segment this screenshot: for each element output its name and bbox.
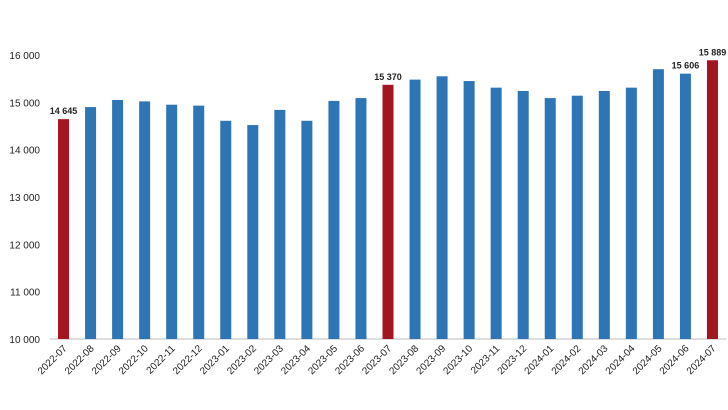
bar [247, 125, 259, 339]
bar [544, 98, 556, 339]
value-label: 15 606 [672, 61, 700, 71]
bar [166, 104, 178, 339]
bar [139, 101, 151, 340]
bar [355, 98, 367, 339]
bar [517, 90, 529, 340]
bar [652, 69, 664, 339]
y-tick-label: 13 000 [9, 193, 40, 204]
y-tick-label: 10 000 [9, 335, 40, 346]
bar [463, 81, 475, 340]
bar [220, 120, 232, 339]
bar [436, 76, 448, 340]
value-label: 14 645 [50, 106, 78, 116]
bar [571, 95, 583, 339]
bar [679, 73, 691, 340]
y-tick-label: 14 000 [9, 146, 40, 157]
x-tick-label: 2023-10 [442, 343, 476, 377]
bar [193, 105, 205, 339]
y-tick-label: 15 000 [9, 98, 40, 109]
y-tick-label: 12 000 [9, 240, 40, 251]
bar [112, 99, 124, 339]
x-tick-label: 2024-07 [685, 343, 719, 377]
y-tick-label: 11 000 [10, 288, 40, 299]
value-label: 15 889 [699, 47, 727, 57]
bar [274, 109, 286, 339]
bar [409, 79, 421, 339]
bar [706, 60, 718, 340]
bar [625, 87, 637, 339]
y-tick-label: 16 000 [9, 51, 40, 62]
bar [328, 100, 340, 339]
bar [58, 119, 70, 340]
x-tick-label: 2022-10 [117, 343, 151, 377]
bar [85, 107, 97, 339]
bar [490, 87, 502, 339]
bar [301, 120, 313, 339]
bar [598, 90, 610, 340]
value-label: 15 370 [374, 72, 402, 82]
bar [382, 84, 394, 339]
